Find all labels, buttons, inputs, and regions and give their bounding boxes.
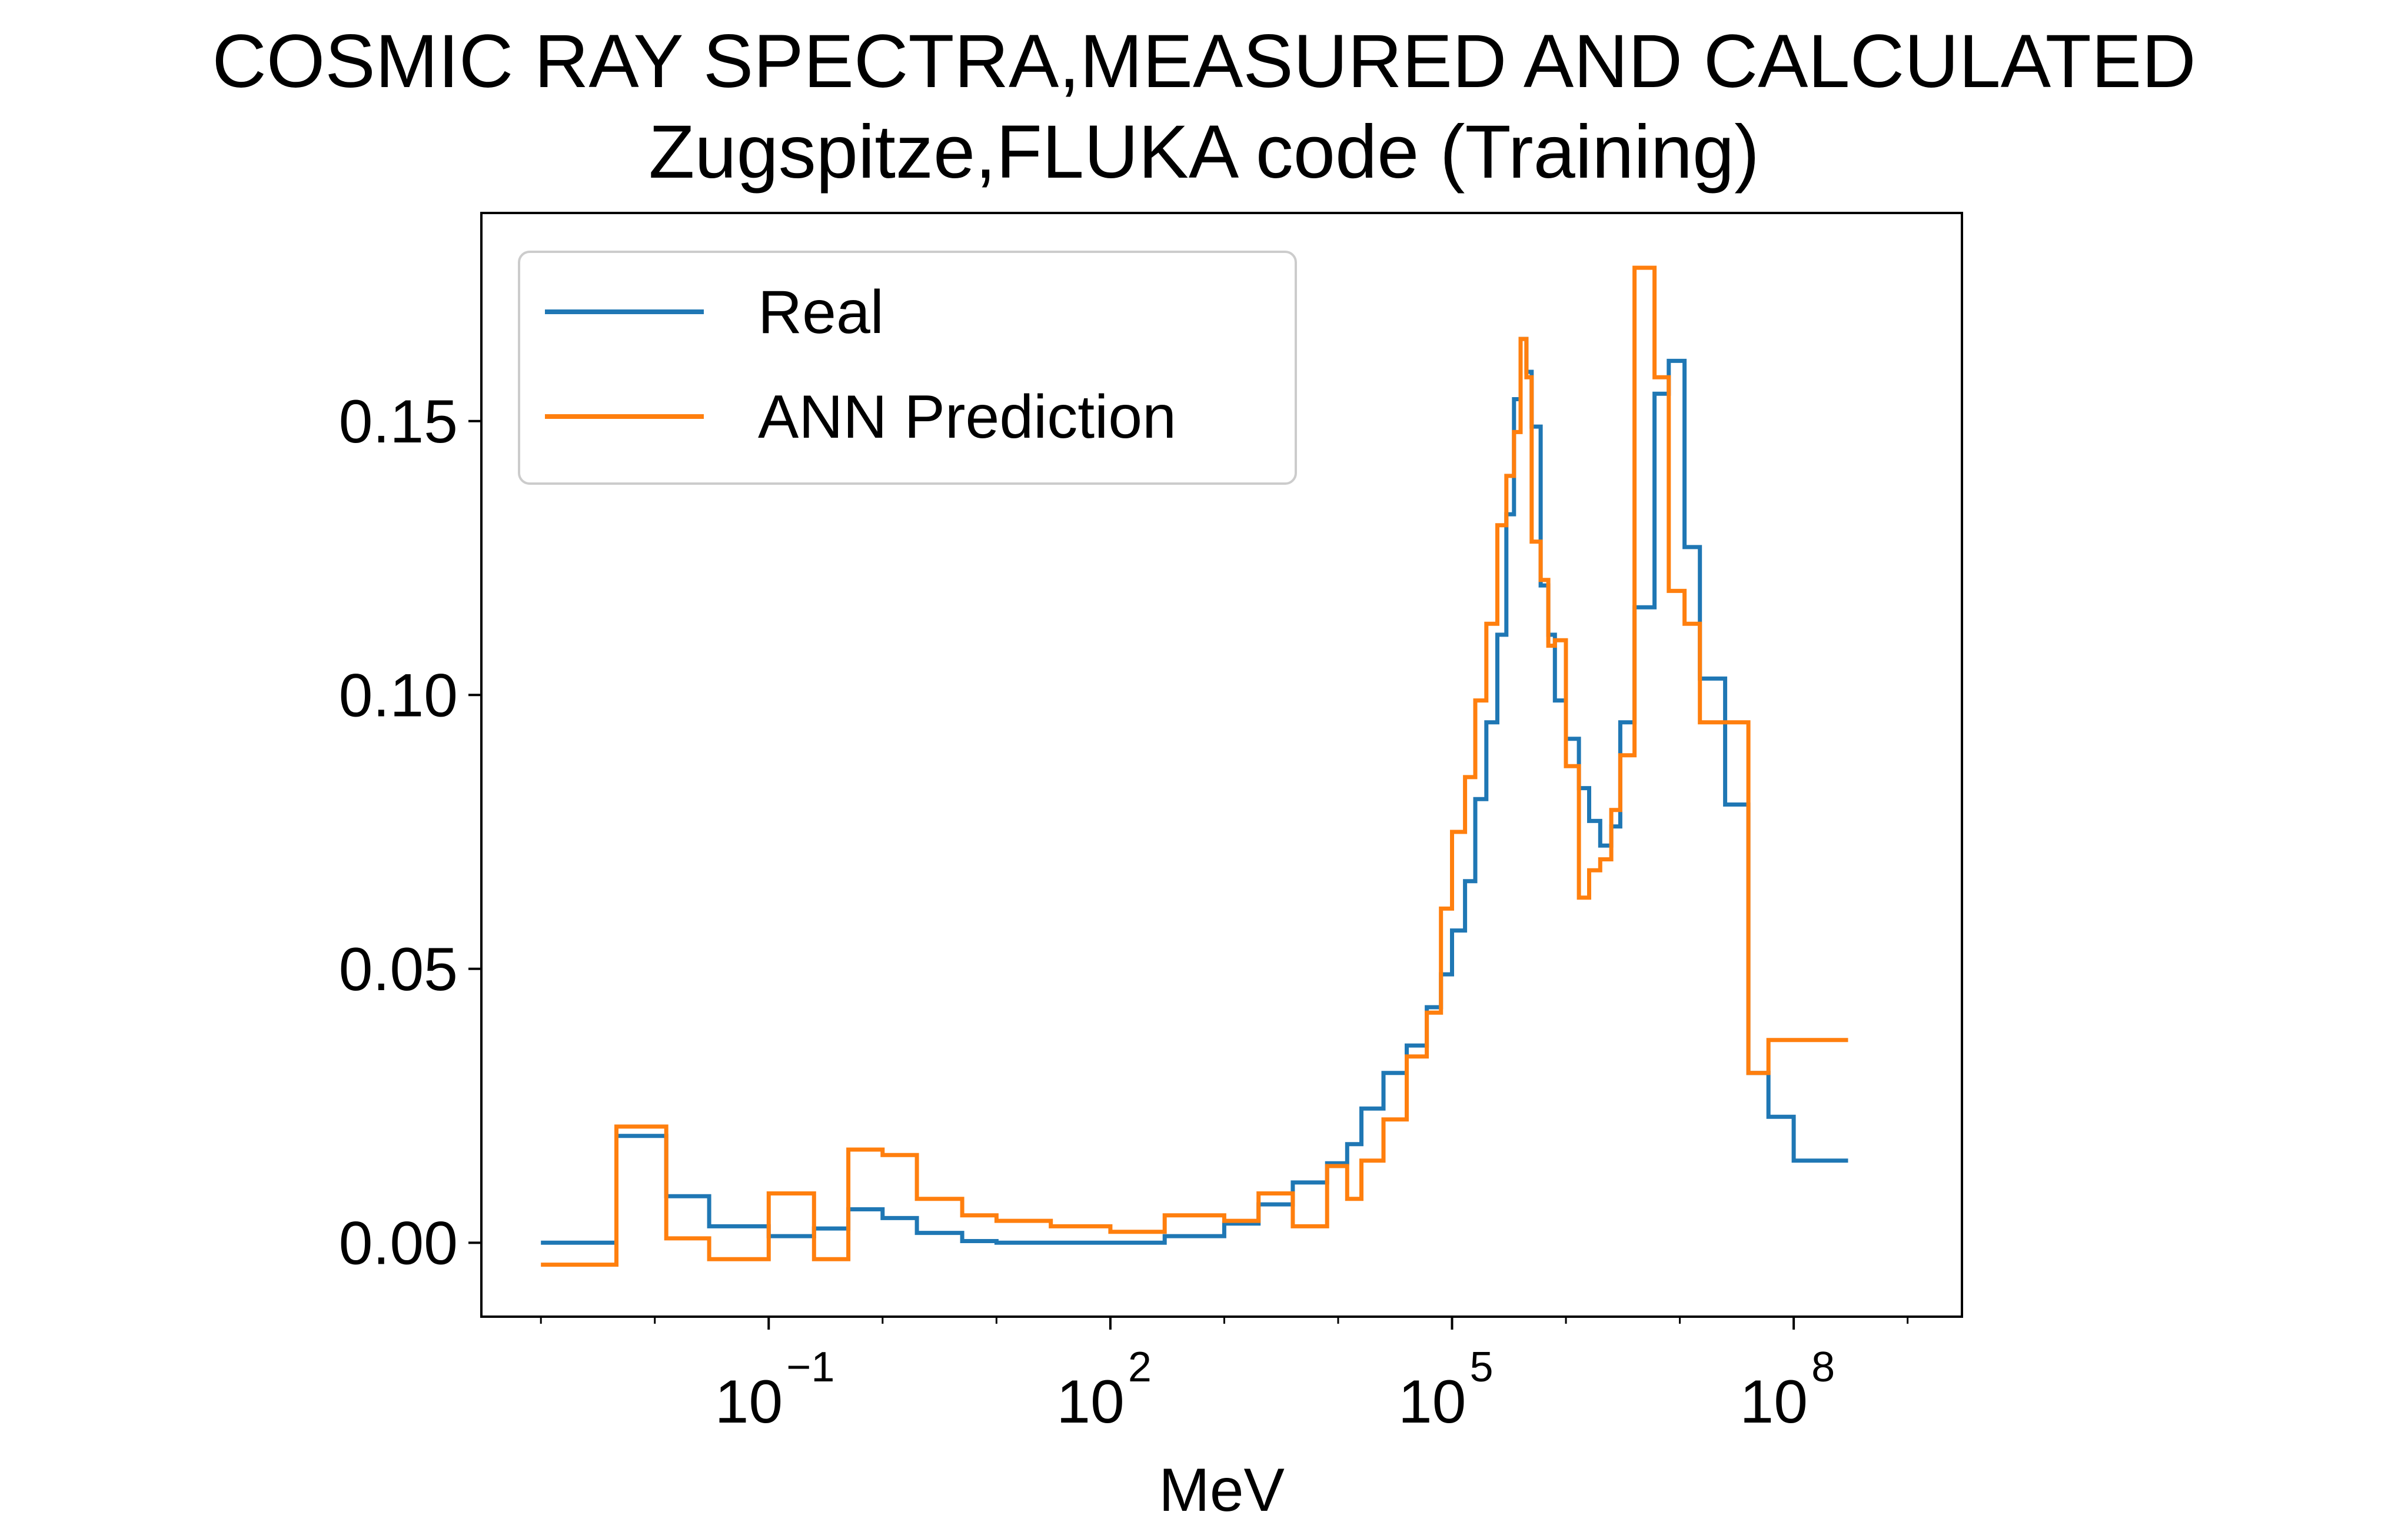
x-tick-exponent: 2 [1128, 1344, 1152, 1391]
legend-label-ann-prediction: ANN Prediction [758, 383, 1176, 451]
x-tick-exponent: 8 [1811, 1344, 1835, 1391]
x-tick-label: 10 [1740, 1368, 1808, 1436]
y-tick-label: 0.15 [339, 388, 458, 456]
plot-frame [480, 212, 1963, 1318]
legend: Real ANN Prediction [518, 251, 1297, 485]
x-tick-exponent: −1 [786, 1344, 834, 1391]
x-tick-label: 10 [1398, 1368, 1466, 1436]
x-tick-label: 10 [715, 1368, 783, 1436]
plot-area [541, 265, 1848, 1267]
x-axis-label: MeV [1159, 1456, 1285, 1524]
series-line-real [541, 337, 1848, 1245]
x-tick-label: 10 [1056, 1368, 1125, 1436]
y-tick-label: 0.00 [339, 1209, 458, 1277]
series-line-ann-prediction [541, 265, 1848, 1267]
chart-title: COSMIC RAY SPECTRA,MEASURED AND CALCULAT… [212, 19, 2196, 104]
y-axis: 0.00 0.05 0.10 0.15 [339, 388, 481, 1277]
legend-label-real: Real [758, 278, 884, 347]
x-tick-exponent: 5 [1470, 1344, 1494, 1391]
y-tick-label: 0.05 [339, 935, 458, 1004]
y-tick-label: 0.10 [339, 661, 458, 730]
chart-subtitle: Zugspitze,FLUKA code (Training) [648, 110, 1760, 194]
legend-box [518, 251, 1297, 485]
